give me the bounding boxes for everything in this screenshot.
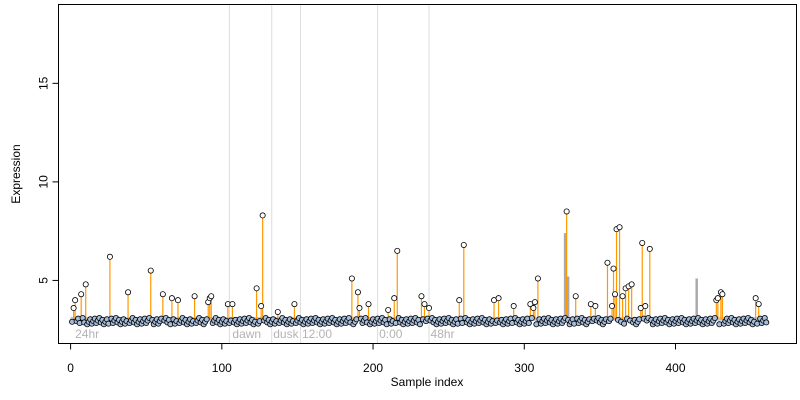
data-point <box>639 239 646 246</box>
data-point <box>354 289 361 296</box>
data-point <box>719 291 726 298</box>
region-label: 12:00 <box>302 327 332 341</box>
y-tick-label: 15 <box>37 76 51 90</box>
data-point <box>391 295 398 302</box>
data-point <box>642 303 649 310</box>
data-point <box>421 301 428 308</box>
data-point <box>531 299 538 306</box>
data-point <box>258 303 265 310</box>
data-point <box>609 303 616 310</box>
y-axis: 5 10 15 <box>37 76 59 284</box>
data-point <box>191 293 198 300</box>
data-point <box>78 291 85 298</box>
data-point <box>259 212 266 219</box>
data-point <box>208 293 215 300</box>
region-label: dawn <box>232 327 261 341</box>
data-point <box>755 301 762 308</box>
data-point <box>610 265 617 272</box>
x-tick-label: 300 <box>514 361 534 375</box>
data-point <box>572 293 579 300</box>
data-point <box>394 247 401 254</box>
x-tick-label: 100 <box>212 361 232 375</box>
data-point <box>203 316 210 323</box>
data-point <box>416 321 423 328</box>
data-point <box>348 275 355 282</box>
data-point <box>528 315 535 322</box>
data-point <box>70 305 77 312</box>
data-point <box>229 301 236 308</box>
data-point <box>592 303 599 310</box>
region-separators <box>228 4 430 344</box>
data-point <box>356 305 363 312</box>
data-points <box>69 208 770 328</box>
data-point <box>619 293 626 300</box>
data-point <box>714 295 721 302</box>
data-point <box>646 245 653 252</box>
x-axis-title: Sample index <box>391 375 464 389</box>
data-point <box>159 291 166 298</box>
data-point <box>534 275 541 282</box>
data-point <box>274 308 281 315</box>
data-point <box>752 295 759 302</box>
data-point <box>456 297 463 304</box>
data-point <box>510 303 517 310</box>
data-point <box>147 267 154 274</box>
region-labels: 24hr dawn dusk 12:00 0:00 48hr <box>75 327 454 341</box>
data-point <box>607 315 614 322</box>
data-point <box>711 315 718 322</box>
x-tick-label: 0 <box>67 361 74 375</box>
data-point <box>530 305 537 312</box>
data-point <box>616 224 623 231</box>
data-point <box>621 320 628 327</box>
data-point <box>628 281 635 288</box>
data-point <box>385 306 392 313</box>
data-point <box>418 293 425 300</box>
data-point <box>291 301 298 308</box>
data-point <box>604 259 611 266</box>
region-label: 24hr <box>75 327 99 341</box>
y-tick-label: 5 <box>37 277 51 284</box>
data-point <box>460 241 467 248</box>
data-point <box>426 305 433 312</box>
x-tick-label: 200 <box>363 361 383 375</box>
data-point <box>168 295 175 302</box>
data-point <box>125 289 132 296</box>
data-point <box>612 291 619 298</box>
y-tick-label: 10 <box>37 175 51 189</box>
data-point <box>253 285 260 292</box>
data-point <box>174 297 181 304</box>
region-label: 0:00 <box>379 327 403 341</box>
data-point <box>563 208 570 215</box>
data-point <box>82 281 89 288</box>
data-point <box>763 319 770 326</box>
plot-frame <box>58 4 797 344</box>
x-tick-label: 400 <box>666 361 686 375</box>
data-point <box>495 295 502 302</box>
region-label: 48hr <box>431 327 455 341</box>
data-point <box>525 320 532 327</box>
x-axis: 0 100 200 300 400 <box>67 343 686 375</box>
data-point <box>72 297 79 304</box>
region-label: dusk <box>273 327 299 341</box>
data-point <box>106 253 113 260</box>
data-point <box>365 301 372 308</box>
y-axis-title: Expression <box>9 144 23 203</box>
